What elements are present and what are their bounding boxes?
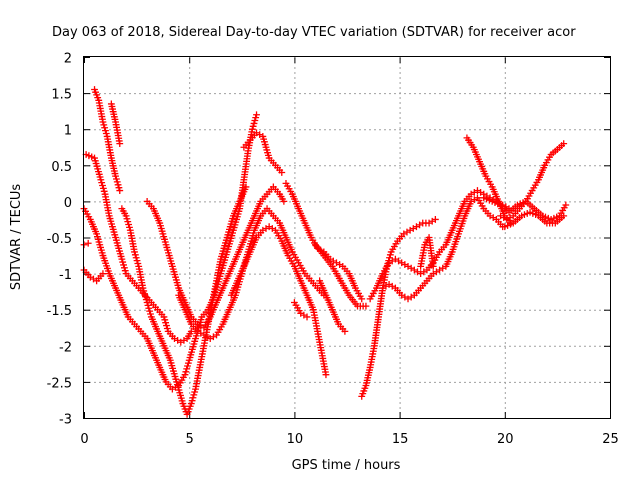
data-point xyxy=(341,327,349,335)
data-point xyxy=(560,140,568,148)
series-arc-21 xyxy=(497,140,568,223)
plot-frame xyxy=(83,56,611,419)
grid-lines xyxy=(84,57,610,418)
y-tick-label: 0.5 xyxy=(51,160,72,175)
data-point xyxy=(278,169,286,176)
series-arc-15 xyxy=(316,277,349,335)
series-arc-14 xyxy=(312,241,370,310)
data-point xyxy=(362,302,370,310)
x-tick-label: 5 xyxy=(186,432,194,447)
y-axis-label: SDTVAR / TECUs xyxy=(9,184,24,291)
data-point xyxy=(280,198,288,205)
series-arc-6 xyxy=(80,266,107,285)
series-arc-16 xyxy=(358,216,439,400)
y-tick-label: 1 xyxy=(64,124,72,139)
x-tick-label: 25 xyxy=(602,432,619,447)
y-tick-label: -1 xyxy=(59,268,72,283)
series-arc-3 xyxy=(82,151,195,346)
data-point xyxy=(431,216,439,223)
chart-title: Day 063 of 2018, Sidereal Day-to-day VTE… xyxy=(52,25,576,40)
series-arc-1 xyxy=(91,86,124,194)
data-point xyxy=(253,111,260,119)
axis-ticks: 0 5 10 15 20 25 2 1.5 1 0.5 0 -0.5 -1 -1.5 -2 -2.5 -3 xyxy=(47,52,619,448)
series-arc-23 xyxy=(480,194,570,223)
series-arc-11 xyxy=(227,223,330,379)
series-arc-5 xyxy=(80,239,92,249)
data-point xyxy=(562,201,570,209)
series-arc-17 xyxy=(366,187,513,303)
y-tick-label: -2 xyxy=(59,340,72,355)
series-arc-19 xyxy=(417,234,437,270)
data-point xyxy=(242,183,250,191)
data-point xyxy=(187,327,195,335)
data-points xyxy=(80,86,570,418)
data-point xyxy=(99,270,107,277)
data-point xyxy=(84,239,92,247)
y-tick-label: -2.5 xyxy=(47,376,72,391)
x-axis-label: GPS time / hours xyxy=(292,458,401,473)
y-tick-label: 2 xyxy=(64,52,72,67)
series-arc-13 xyxy=(291,299,311,321)
data-point xyxy=(303,313,311,321)
y-tick-label: -3 xyxy=(59,413,72,428)
series-arc-10 xyxy=(240,129,286,176)
data-point xyxy=(116,140,124,148)
data-point xyxy=(358,295,366,303)
series-arc-2 xyxy=(107,100,124,148)
data-point xyxy=(116,187,124,194)
data-point xyxy=(322,371,330,379)
x-tick-label: 20 xyxy=(497,432,514,447)
series-arc-18 xyxy=(379,194,507,303)
x-tick-label: 0 xyxy=(80,432,88,447)
series-arc-8 xyxy=(143,183,288,332)
data-point xyxy=(429,262,437,270)
series-arc-7 xyxy=(118,183,250,418)
series-arc-4 xyxy=(80,111,260,393)
y-tick-label: -1.5 xyxy=(47,304,72,319)
y-tick-label: 0 xyxy=(64,196,72,211)
y-tick-label: -0.5 xyxy=(47,232,72,247)
y-tick-label: 1.5 xyxy=(51,88,72,103)
x-tick-label: 10 xyxy=(287,432,304,447)
x-tick-label: 15 xyxy=(392,432,409,447)
